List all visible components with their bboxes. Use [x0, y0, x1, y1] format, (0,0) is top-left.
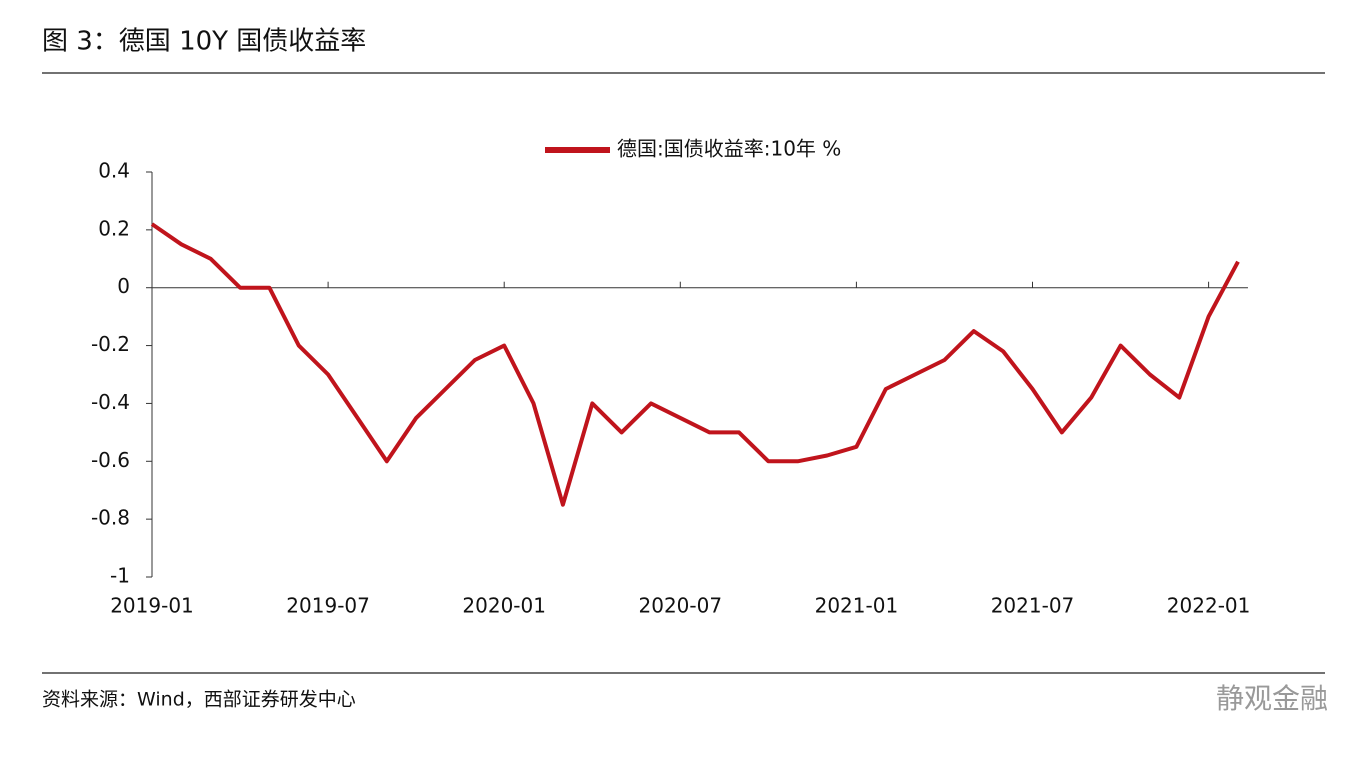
y-tick-label: -0.2	[91, 332, 130, 356]
y-tick-label: -0.6	[91, 448, 130, 472]
y-tick-label: 0.2	[98, 216, 130, 240]
data-line	[150, 222, 1240, 507]
x-tick-label: 2022-01	[1167, 594, 1251, 618]
x-tick-label: 2019-01	[110, 594, 194, 618]
x-tick-label: 2019-07	[286, 594, 370, 618]
y-tick-label: 0	[117, 274, 130, 298]
watermark: 静观金融	[1216, 682, 1328, 715]
x-tick-label: 2021-01	[815, 594, 899, 618]
y-tick-label: 0.4	[98, 159, 130, 183]
chart-title: 图 3：德国 10Y 国债收益率	[42, 27, 366, 57]
y-tick-label: -0.4	[91, 390, 130, 414]
source-note: 资料来源：Wind，西部证券研发中心	[42, 689, 356, 711]
legend-label: 德国:国债收益率:10年 %	[617, 137, 841, 161]
y-tick-label: -1	[110, 564, 130, 588]
x-tick-label: 2020-01	[462, 594, 546, 618]
x-tick-label: 2021-07	[991, 594, 1075, 618]
y-tick-label: -0.8	[91, 506, 130, 530]
x-tick-label: 2020-07	[639, 594, 723, 618]
